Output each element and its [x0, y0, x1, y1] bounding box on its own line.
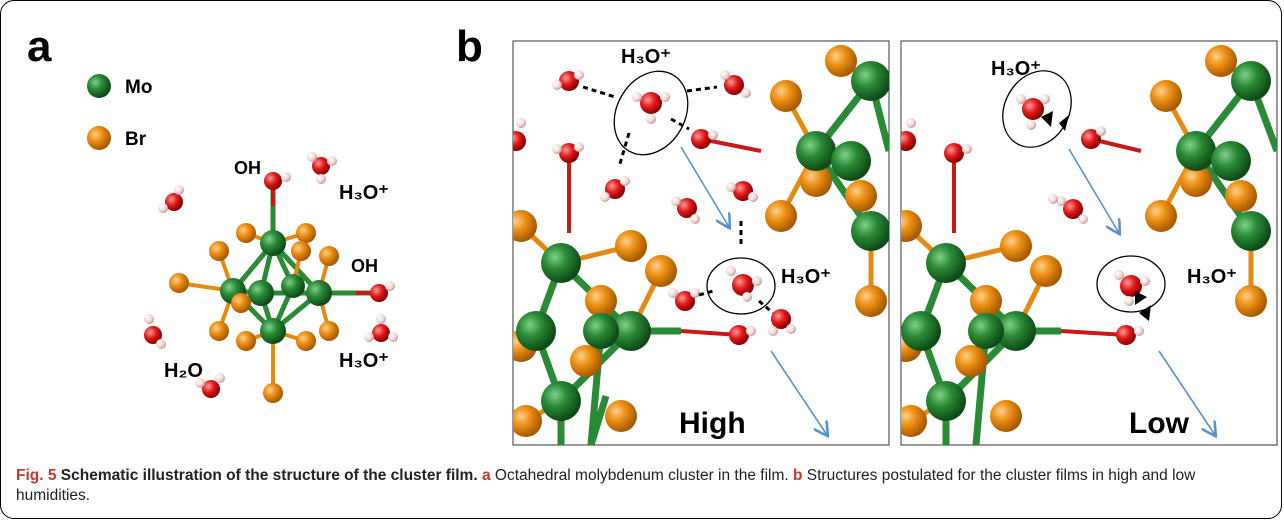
legend-br-label: Br: [125, 129, 147, 150]
br-atom-icon: [87, 126, 111, 150]
high-h3o-top-label: H₃O⁺: [621, 46, 671, 68]
panel-a-letter: a: [27, 22, 52, 71]
label-oh-right: OH: [351, 256, 378, 276]
label-oh-top: OH: [234, 158, 261, 178]
condition-high-label: High: [679, 407, 746, 440]
caption-a-text: Octahedral molybdenum cluster in the fil…: [494, 467, 789, 484]
low-h3o-mid-label: H₃O⁺: [1187, 266, 1237, 288]
condition-low-label: Low: [1129, 407, 1190, 440]
high-h3o-mid-label: H₃O⁺: [781, 266, 831, 288]
low-h3o-top-label: H₃O⁺: [991, 58, 1041, 80]
caption-title: Schematic illustration of the structure …: [60, 467, 478, 484]
panel-b-letter: b: [456, 22, 483, 71]
mo-atom-icon: [87, 74, 111, 98]
caption-b-letter: b: [793, 467, 803, 484]
caption-b-text: Structures postulated for the cluster fi…: [16, 467, 1196, 504]
label-h2o: H₂O: [164, 360, 203, 382]
legend-br: Br: [87, 126, 147, 150]
label-h3o-top: H₃O⁺: [339, 182, 389, 204]
legend-mo: Mo: [87, 74, 152, 98]
cluster-diagram-a: [144, 152, 398, 403]
panel-high-humidity: H₃O⁺ H₃O⁺ High: [512, 40, 890, 446]
legend-mo-label: Mo: [125, 77, 152, 98]
label-h3o-bottom: H₃O⁺: [339, 350, 389, 372]
figure-caption: Fig. 5 Schematic illustration of the str…: [16, 466, 1268, 506]
panel-low-humidity: H₃O⁺ H₃O⁺ Low: [900, 40, 1278, 446]
caption-fig-label: Fig. 5: [16, 467, 57, 484]
caption-a-letter: a: [481, 467, 491, 484]
